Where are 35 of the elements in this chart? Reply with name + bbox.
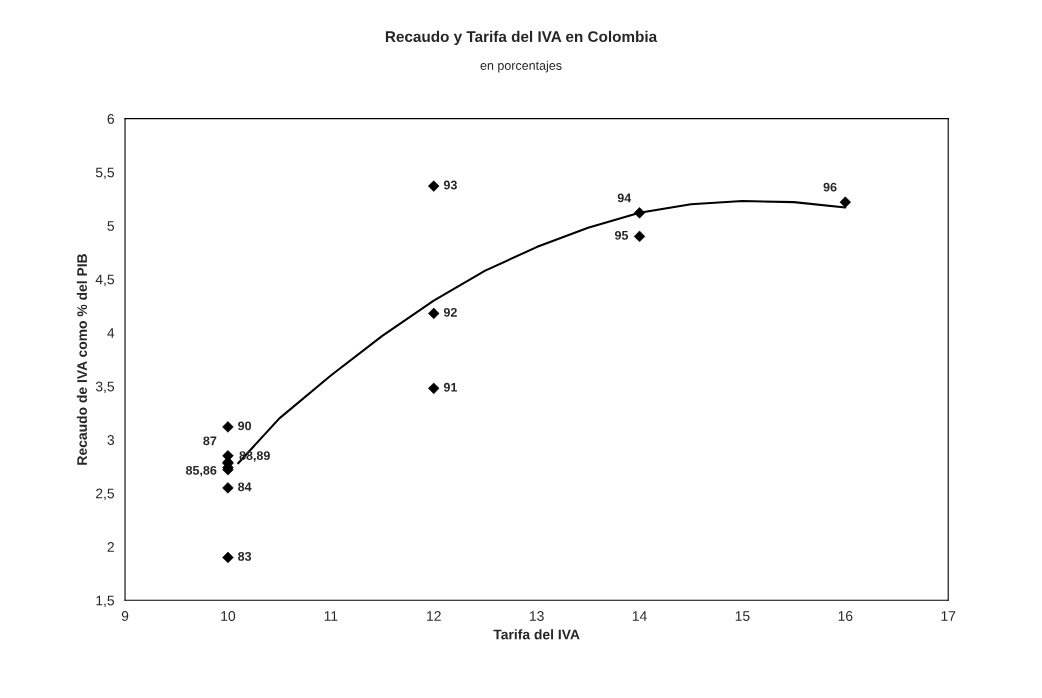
y-tick-label: 3 bbox=[107, 435, 115, 445]
x-tick-label: 14 bbox=[632, 611, 647, 621]
annotation: 92 bbox=[443, 307, 457, 317]
annotation: 87 bbox=[203, 436, 217, 446]
annotation: 90 bbox=[238, 421, 252, 431]
y-tick-label: 2 bbox=[107, 542, 114, 552]
y-tick-label: 1,5 bbox=[96, 595, 115, 608]
x-tick-label: 17 bbox=[941, 611, 956, 621]
chart-subtitle: en porcentajes bbox=[480, 60, 562, 73]
x-tick-label: 15 bbox=[735, 611, 750, 621]
x-tick-label: 10 bbox=[221, 611, 236, 621]
annotation: 83 bbox=[238, 551, 252, 561]
annotation: 94 bbox=[617, 193, 632, 203]
y-tick-label: 6 bbox=[107, 113, 115, 124]
annotation: 85,86 bbox=[185, 465, 217, 477]
annotation: 95 bbox=[614, 230, 629, 240]
annotation: 91 bbox=[443, 382, 458, 392]
annotation: 84 bbox=[238, 482, 252, 492]
x-tick-label: 12 bbox=[427, 611, 441, 621]
annotation: 93 bbox=[443, 180, 457, 190]
x-axis-title: Tarifa del IVA bbox=[493, 629, 580, 640]
x-tick-label: 16 bbox=[838, 611, 853, 621]
y-axis-title: Recaudo de IVA como % del PIB bbox=[76, 253, 88, 465]
y-tick-label: 3,5 bbox=[95, 381, 115, 394]
y-tick-label: 4,5 bbox=[95, 274, 115, 287]
annotation: 96 bbox=[823, 182, 837, 192]
y-tick-label: 4 bbox=[107, 328, 115, 338]
x-tick-label: 13 bbox=[529, 611, 544, 621]
y-tick-label: 2,5 bbox=[96, 488, 115, 501]
x-tick-label: 11 bbox=[324, 611, 338, 621]
point bbox=[633, 230, 646, 243]
chart-title: Recaudo y Tarifa del IVA en Colombia bbox=[385, 30, 658, 46]
y-tick-label: 5,5 bbox=[95, 167, 115, 179]
x-tick-label: 9 bbox=[121, 611, 129, 621]
y-tick-label: 5 bbox=[107, 221, 115, 231]
